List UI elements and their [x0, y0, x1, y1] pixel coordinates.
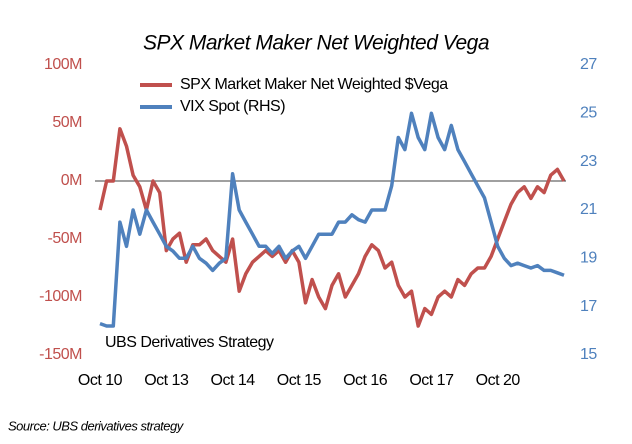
x-tick-label: Oct 14	[211, 372, 256, 389]
x-tick-label: Oct 17	[409, 372, 454, 389]
x-tick-label: Oct 13	[144, 372, 189, 389]
y2-tick-label: 21	[580, 201, 597, 218]
y-tick-label: 100M	[44, 56, 82, 73]
y-tick-label: -150M	[39, 346, 82, 363]
x-tick-label: Oct 15	[277, 372, 322, 389]
x-tick-label: Oct 20	[476, 372, 521, 389]
series-line	[98, 127, 566, 328]
x-tick-label: Oct 16	[343, 372, 388, 389]
series-line	[99, 111, 565, 328]
y2-tick-label: 15	[580, 346, 597, 363]
y-tick-label: 50M	[52, 114, 82, 131]
source-note: Source: UBS derivatives strategy	[8, 418, 185, 433]
y-tick-label: 0M	[61, 172, 82, 189]
y2-tick-label: 27	[580, 56, 597, 73]
y-tick-label: -100M	[39, 288, 82, 305]
annotation: UBS Derivatives Strategy	[105, 334, 274, 351]
y-tick-label: -50M	[48, 230, 83, 247]
y2-tick-label: 23	[580, 153, 597, 170]
y2-tick-label: 17	[580, 298, 597, 315]
y2-tick-label: 25	[580, 105, 597, 122]
y2-tick-label: 19	[580, 250, 597, 267]
x-tick-label: Oct 10	[78, 372, 123, 389]
legend-label: VIX Spot (RHS)	[180, 98, 285, 115]
legend-label: SPX Market Maker Net Weighted $Vega	[180, 76, 448, 93]
chart-title: SPX Market Maker Net Weighted Vega	[143, 32, 489, 55]
